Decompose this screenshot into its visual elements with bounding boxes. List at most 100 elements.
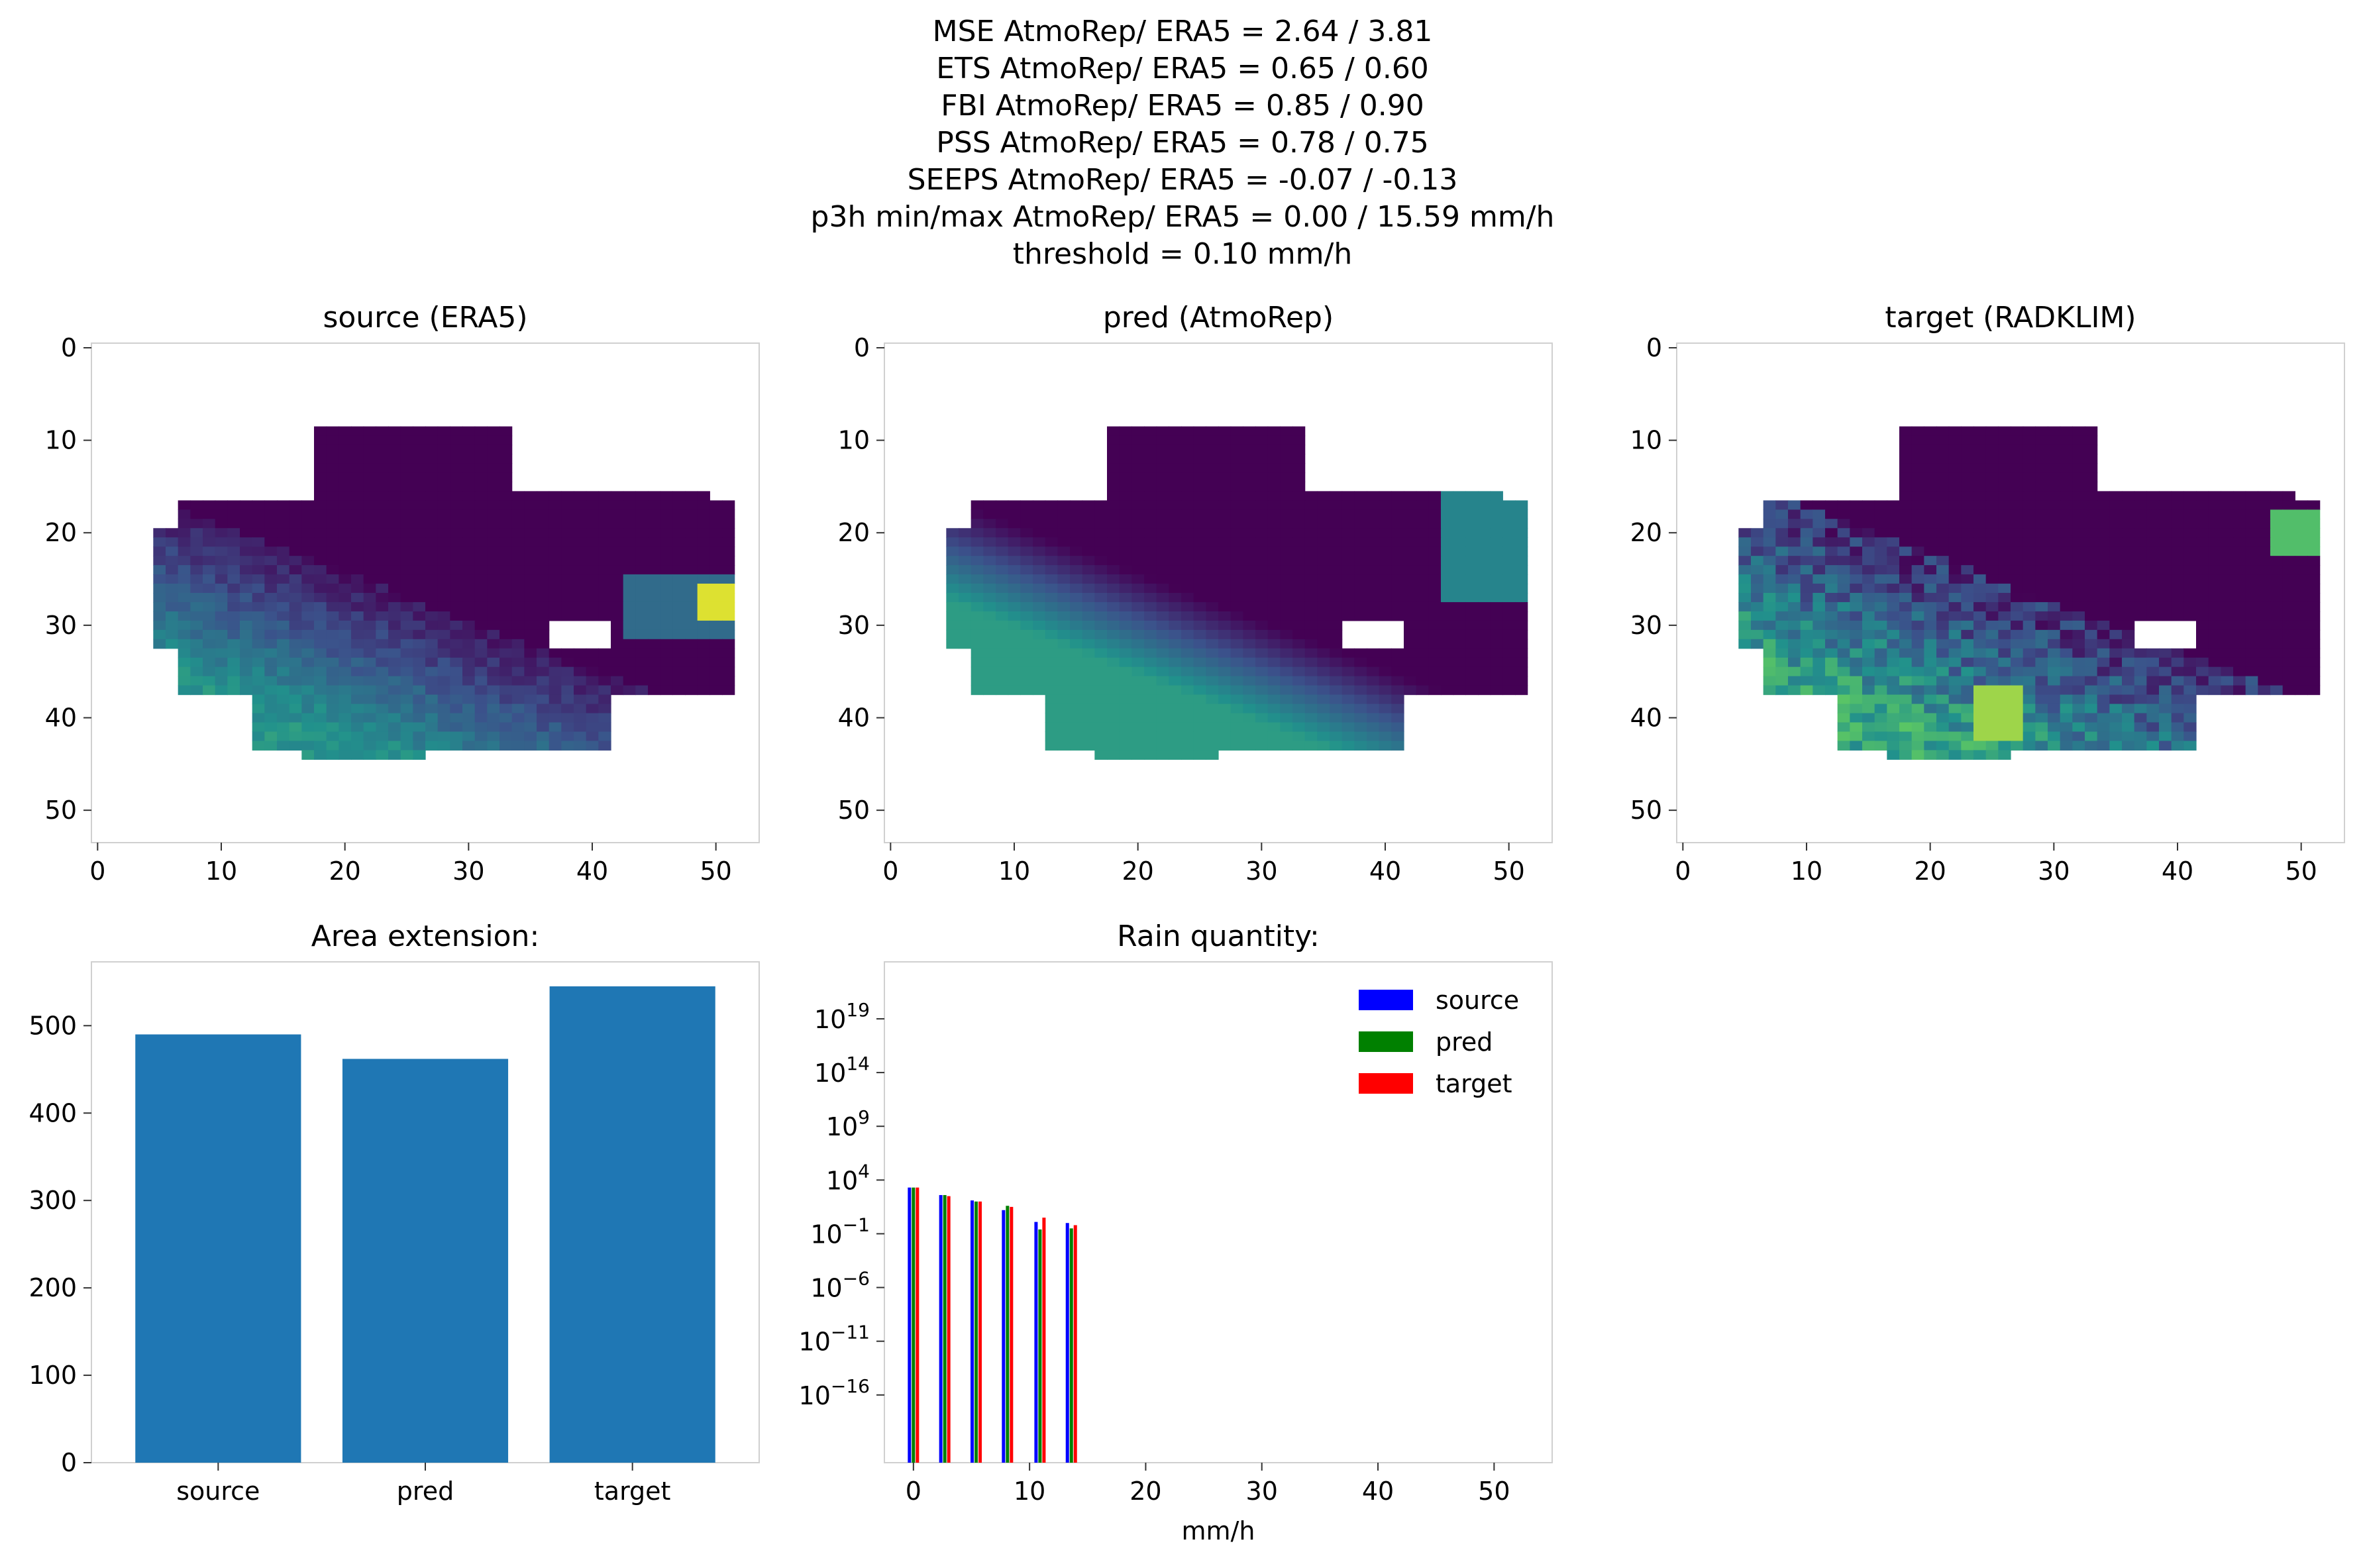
heatmap-cell (1169, 611, 1182, 621)
heatmap-cell (1874, 574, 1887, 584)
heatmap-cell (1428, 491, 1442, 501)
heatmap-cell (190, 657, 203, 668)
heatmap-cell (2171, 741, 2184, 751)
heatmap-cell (2097, 676, 2110, 686)
heatmap-cell (1924, 593, 1937, 603)
heatmap-cell (1490, 565, 1503, 575)
heatmap-cell (301, 620, 315, 631)
heatmap-cell (2048, 426, 2061, 437)
y-tick-label: 50 (45, 796, 77, 825)
heatmap-cell (1230, 611, 1243, 621)
heatmap-cell (2011, 731, 2024, 742)
heatmap-cell (524, 676, 537, 686)
heatmap-cell (1862, 620, 1875, 631)
heatmap-cell (376, 426, 389, 437)
heatmap-cell (1887, 657, 1900, 668)
heatmap-cell (1255, 611, 1269, 621)
heatmap-cell (1330, 694, 1343, 705)
heatmap-cell (561, 556, 574, 566)
heatmap-cell (511, 491, 525, 501)
heatmap-cell (1131, 694, 1145, 705)
heatmap-cell (549, 519, 562, 529)
heatmap-cell (203, 547, 216, 556)
y-tick-label: 20 (1630, 518, 1662, 547)
heatmap-cell (2245, 556, 2258, 566)
heatmap-cell (574, 722, 587, 733)
heatmap-cell (549, 713, 562, 723)
heatmap-cell (1292, 556, 1306, 566)
heatmap-cell (153, 547, 166, 556)
heatmap-cell (1441, 601, 1454, 612)
heatmap-cell (983, 685, 996, 696)
heatmap-cell (215, 593, 228, 603)
heatmap-cell (2245, 528, 2258, 538)
heatmap-cell (1800, 574, 1813, 584)
heatmap-cell (450, 537, 463, 547)
heatmap-cell (1837, 519, 1850, 529)
heatmap-cell (2060, 601, 2073, 612)
heatmap-cell (1738, 547, 1752, 556)
heatmap-cell (1292, 482, 1306, 492)
heatmap-cell (1181, 491, 1194, 501)
heatmap-cell (2196, 519, 2209, 529)
heatmap-cell (2295, 601, 2308, 612)
heatmap-cell (1045, 611, 1058, 621)
heatmap-cell (1255, 601, 1269, 612)
heatmap-cell (190, 620, 203, 631)
heatmap-cell (1144, 750, 1157, 760)
heatmap-cell (1391, 694, 1404, 705)
heatmap-cell (1367, 601, 1380, 612)
heatmap-cell (363, 537, 376, 547)
heatmap-cell (2295, 574, 2308, 584)
heatmap-cell (1862, 731, 1875, 742)
heatmap-cell (1985, 574, 1999, 584)
y-tick-label: 10−16 (799, 1375, 870, 1410)
heatmap-cell (425, 556, 439, 566)
heatmap-cell (1502, 629, 1516, 640)
heatmap-cell (413, 629, 426, 640)
heatmap-cell (710, 629, 723, 640)
heatmap-cell (487, 685, 500, 696)
heatmap-cell (1094, 685, 1108, 696)
heatmap-cell (1131, 454, 1145, 464)
heatmap-cell (1478, 584, 1491, 594)
heatmap-cell (1961, 482, 1974, 492)
heatmap-cell (1936, 629, 1950, 640)
heatmap-cell (1813, 556, 1826, 566)
heatmap-cell (2270, 629, 2284, 640)
heatmap-cell (1218, 574, 1232, 584)
heatmap-cell (1317, 500, 1330, 510)
heatmap-cell (524, 528, 537, 538)
heatmap-cell (697, 685, 710, 696)
area-extension-panel: Area extension:source pred target010020030… (28, 919, 760, 1506)
heatmap-cell (1874, 556, 1887, 566)
heatmap-cell (1502, 601, 1516, 612)
heatmap-cell (1230, 694, 1243, 705)
heatmap-cell (487, 593, 500, 603)
heatmap-cell (1082, 694, 1095, 705)
heatmap-cell (1800, 519, 1813, 529)
heatmap-cell (1502, 537, 1516, 547)
heatmap-cell (1057, 639, 1071, 649)
heatmap-cell (351, 528, 364, 538)
heatmap-cell (537, 704, 550, 714)
heatmap-cell (190, 556, 203, 566)
heatmap-cell (1131, 731, 1145, 742)
heatmap-cell (240, 593, 253, 603)
heatmap-cell (351, 509, 364, 519)
heatmap-cell (326, 620, 339, 631)
heatmap-cell (2060, 491, 2073, 501)
heatmap-cell (1874, 500, 1887, 510)
heatmap-cell (1998, 750, 2011, 760)
heatmap-cell (1193, 666, 1206, 677)
heatmap-cell (648, 648, 661, 658)
heatmap-cell (2258, 547, 2271, 556)
heatmap-cell (1998, 426, 2011, 437)
heatmap-cell (1985, 565, 1999, 575)
heatmap-cell (1033, 519, 1046, 529)
heatmap-cell (1416, 611, 1429, 621)
heatmap-cell (1936, 601, 1950, 612)
heatmap-cell (2122, 731, 2135, 742)
heatmap-cell (1775, 676, 1789, 686)
heatmap-cell (1936, 547, 1950, 556)
